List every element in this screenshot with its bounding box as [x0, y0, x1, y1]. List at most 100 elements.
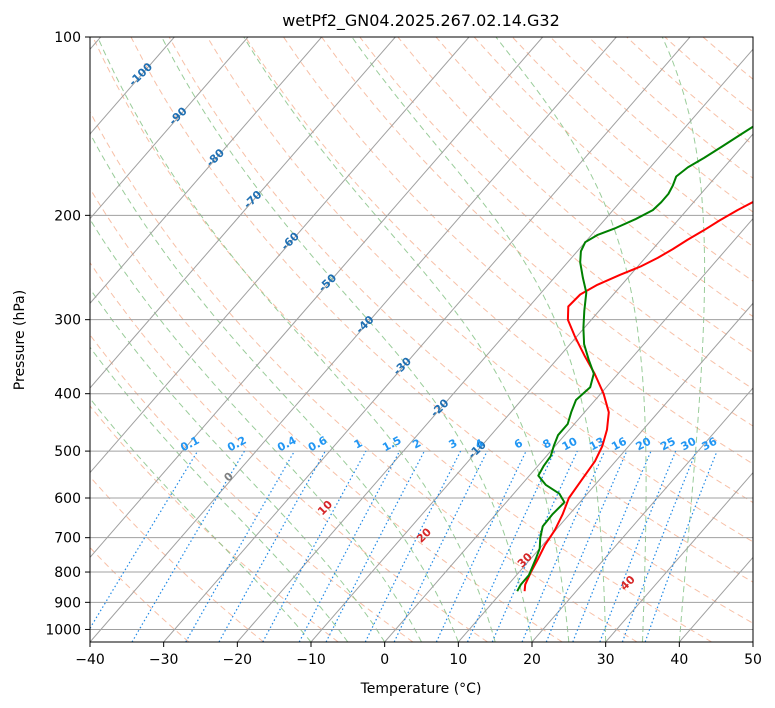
- moist-adiabat-line: [243, 37, 570, 642]
- x-tick-label: −20: [223, 652, 253, 668]
- x-axis-ticks: −40 −30 −20 −10 0 10 20 30 40 50: [75, 642, 762, 668]
- x-tick-label: −40: [75, 652, 105, 668]
- mixing-ratio-label: 36: [700, 435, 720, 454]
- y-tick-label: 500: [54, 444, 81, 460]
- y-tick-label: 900: [54, 595, 81, 611]
- x-tick-label: −30: [149, 652, 179, 668]
- moist-adiabat-line: [161, 37, 533, 642]
- isotherms: [90, 37, 753, 642]
- isotherm-line: [310, 133, 753, 642]
- mixing-ratio-line: [521, 450, 606, 642]
- y-tick-label: 200: [54, 208, 81, 224]
- moist-adiabat-line: [351, 37, 607, 642]
- chart-title: wetPf2_GN04.2025.267.02.14.G32: [282, 11, 560, 31]
- dry-adiabat-line: [90, 110, 638, 642]
- mixing-ratio-line: [218, 450, 326, 642]
- dry-adiabat-label: 20: [414, 525, 434, 545]
- dry-adiabat-line: [206, 37, 753, 543]
- dry-adiabat-line: [435, 37, 753, 318]
- y-tick-label: 800: [54, 565, 81, 581]
- y-tick-label: 100: [54, 30, 81, 46]
- dry-adiabat-line: [702, 37, 753, 80]
- moist-adiabat-line: [90, 346, 349, 642]
- x-tick-label: 40: [670, 652, 688, 668]
- dewpoint-line: [516, 125, 753, 592]
- x-axis-label: Temperature (°C): [360, 681, 482, 697]
- mixing-ratio-line: [572, 450, 652, 642]
- plot-background-lines: [90, 37, 753, 642]
- plot-frame: [89, 36, 754, 643]
- dry-adiabat-line: [511, 37, 753, 248]
- dry-adiabat-line: [130, 37, 753, 624]
- dry-adiabat-line: [90, 475, 264, 642]
- mixing-ratio-line: [435, 450, 527, 642]
- dry-adiabat-line: [90, 187, 563, 642]
- isotherm-line: [90, 37, 323, 305]
- y-tick-label: 700: [54, 531, 81, 547]
- dry-adiabat-line: [473, 37, 753, 282]
- profile-series: [516, 125, 753, 592]
- y-axis-ticks: 1000 900 800 700 600 500 400 300 200 100: [45, 30, 90, 638]
- y-tick-label: 400: [54, 387, 81, 403]
- x-tick-label: −10: [296, 652, 326, 668]
- dry-adiabat-label: 10: [315, 498, 335, 518]
- mixing-ratio-line: [393, 450, 488, 642]
- moist-adiabat-line: [90, 132, 459, 642]
- mixing-ratio-label: 6: [512, 436, 525, 451]
- dry-adiabat-line: [244, 37, 753, 504]
- isotherm-line: [384, 217, 753, 642]
- isotherm-line: [90, 37, 396, 389]
- mixing-ratio-line: [364, 450, 462, 642]
- mixing-ratio-label: 8: [541, 436, 554, 451]
- dry-adiabat-line: [90, 405, 339, 642]
- mixing-ratio-line: [298, 450, 401, 642]
- dry-adiabat-line: [92, 37, 712, 642]
- moist-adiabat-line: [90, 397, 312, 642]
- isotherm-line: [605, 471, 753, 642]
- mixing-ratio-line: [621, 450, 697, 642]
- mixing-ratio-label: 16: [609, 435, 629, 454]
- moist-adiabat-line: [90, 287, 386, 642]
- mixing-ratio-line: [599, 450, 677, 642]
- isotherm-line: [90, 37, 617, 642]
- isotherm-line: [163, 37, 691, 642]
- mixing-ratio-line: [491, 450, 578, 642]
- y-tick-label: 1000: [45, 622, 81, 638]
- isotherm-line: [90, 37, 249, 220]
- isotherm-line: [752, 641, 753, 642]
- moist-adiabat-line: [495, 37, 647, 642]
- mixing-ratio-label: 10: [560, 435, 580, 454]
- x-tick-label: 10: [449, 652, 467, 668]
- dry-adiabat-line: [397, 37, 753, 354]
- mixing-ratio-line: [262, 450, 367, 642]
- isotherm-line: [90, 37, 544, 559]
- dry-adiabat-line: [168, 37, 753, 583]
- x-tick-label: 30: [597, 652, 615, 668]
- isotherm-line: [236, 48, 753, 642]
- dry-adiabat-line: [90, 546, 190, 642]
- moist-adiabat-line: [661, 37, 706, 642]
- y-tick-label: 600: [54, 491, 81, 507]
- y-axis-label: Pressure (hPa): [12, 290, 28, 390]
- moist-adiabat-line: [97, 37, 496, 642]
- temperature-line: [523, 200, 753, 592]
- x-tick-label: 0: [380, 652, 389, 668]
- mixing-ratio-label: 3: [447, 436, 460, 451]
- mixing-ratio-label: 25: [658, 435, 678, 454]
- isotherm-line: [457, 302, 753, 642]
- x-tick-label: 20: [523, 652, 541, 668]
- dry-adiabat-label: 40: [618, 573, 638, 593]
- moist-adiabat-line: [90, 218, 422, 642]
- mixing-ratio-label: 30: [679, 435, 699, 454]
- dry-adiabat-line: [90, 261, 488, 642]
- dry-adiabat-line: [588, 37, 753, 179]
- x-tick-label: 50: [744, 652, 762, 668]
- isotherm-line: [678, 556, 753, 642]
- y-tick-label: 300: [54, 313, 81, 329]
- isotherm-line: [531, 387, 753, 642]
- dry-adiabats: [90, 37, 753, 642]
- isotherm-line: [90, 37, 470, 474]
- mixing-ratio-line: [644, 450, 718, 642]
- mixing-ratio-label: 1: [352, 436, 365, 451]
